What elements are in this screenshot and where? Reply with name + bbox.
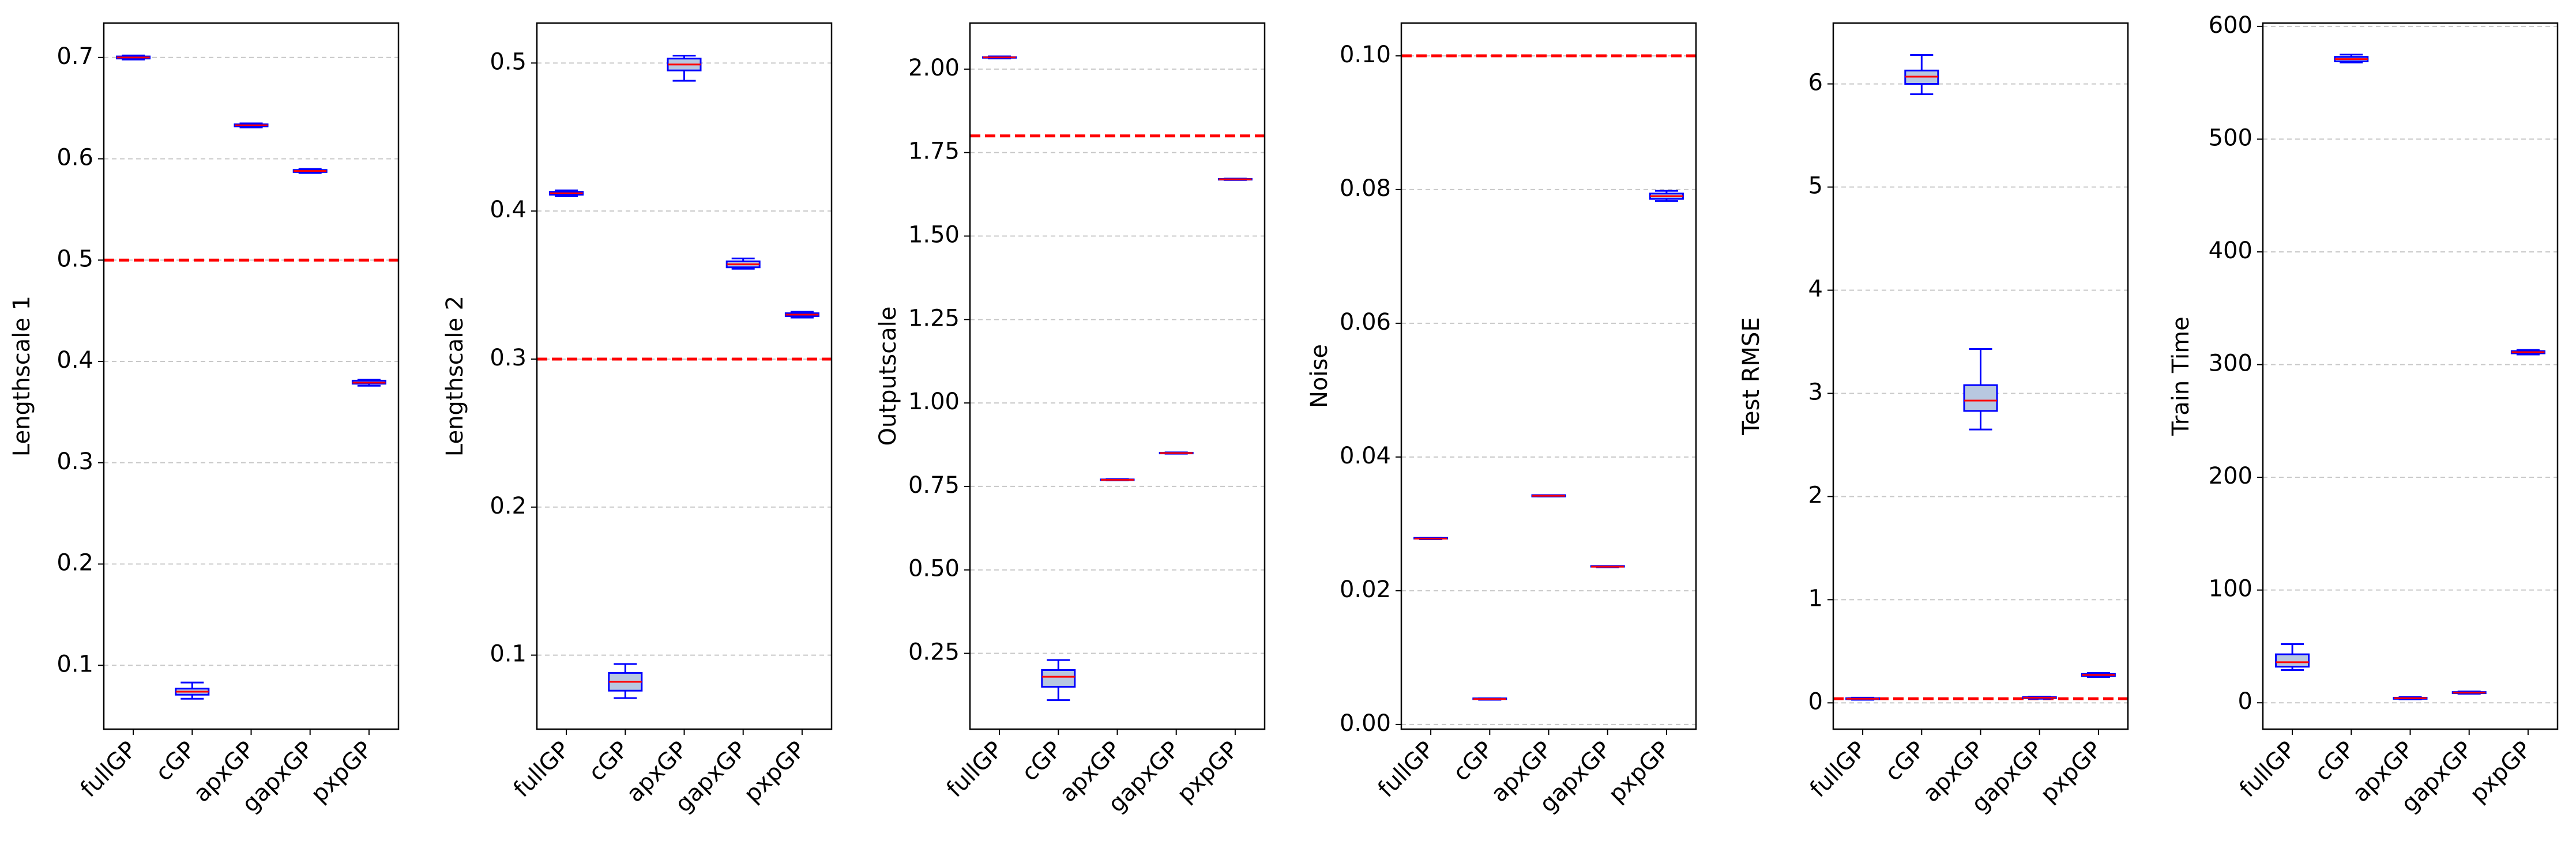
y-tick-label: 0.2 — [490, 493, 527, 519]
x-tick-label: pxpGP — [1604, 736, 1675, 808]
y-tick-label: 0.50 — [908, 556, 960, 582]
axes-frame — [1832, 22, 2129, 730]
x-tick-label: cGP — [584, 736, 634, 786]
y-axis-label: Noise — [1306, 344, 1333, 408]
y-tick-label: 5 — [1808, 173, 1823, 199]
y-tick-label: 500 — [2209, 125, 2252, 151]
y-tick-label: 200 — [2209, 463, 2252, 489]
y-tick-label: 0.3 — [490, 345, 527, 371]
x-tick-label: fullGP — [509, 736, 575, 802]
y-tick-label: 0.04 — [1340, 443, 1391, 469]
y-tick-label: 0.10 — [1340, 42, 1391, 68]
y-tick-label: 0.02 — [1340, 576, 1391, 603]
y-tick-label: 1.00 — [908, 388, 960, 415]
x-tick-label: fullGP — [942, 736, 1008, 802]
y-tick-label: 300 — [2209, 350, 2252, 377]
y-axis-label: Outputscale — [875, 306, 901, 446]
y-tick-label: 0.25 — [908, 639, 960, 666]
axes-frame — [103, 22, 400, 730]
y-tick-label: 100 — [2209, 576, 2252, 602]
x-tick-label: pxpGP — [1172, 736, 1244, 808]
x-tick-label: cGP — [1880, 736, 1930, 786]
x-tick-label: cGP — [1017, 736, 1067, 786]
y-tick-label: 400 — [2209, 237, 2252, 264]
y-tick-label: 1.50 — [908, 222, 960, 248]
y-tick-label: 0.1 — [57, 651, 93, 677]
y-tick-label: 0.5 — [57, 246, 93, 272]
axes-frame — [536, 22, 833, 730]
y-tick-label: 3 — [1808, 379, 1823, 405]
y-tick-label: 2 — [1808, 482, 1823, 508]
axes-frame — [1400, 22, 1697, 730]
y-tick-label: 0.2 — [57, 550, 93, 576]
x-tick-label: pxpGP — [2036, 736, 2107, 808]
y-axis-label: Lengthscale 1 — [9, 296, 35, 457]
axes-frame — [2262, 22, 2559, 730]
y-axis-label: Lengthscale 2 — [442, 296, 468, 457]
x-tick-label: fullGP — [1805, 736, 1871, 802]
y-tick-label: 0.7 — [57, 43, 93, 70]
x-tick-label: pxpGP — [2465, 736, 2537, 808]
y-tick-label: 0 — [2238, 688, 2252, 715]
y-tick-label: 0.3 — [57, 448, 93, 475]
y-tick-label: 0.6 — [57, 145, 93, 171]
y-tick-label: 2.00 — [908, 55, 960, 81]
y-axis-label: Train Time — [2168, 316, 2194, 436]
y-tick-label: 0.5 — [490, 48, 527, 75]
x-tick-label: fullGP — [76, 736, 142, 802]
y-tick-label: 0.4 — [490, 197, 527, 223]
y-axis-label: Test RMSE — [1738, 317, 1765, 435]
y-tick-label: 0.1 — [490, 641, 527, 667]
x-tick-label: cGP — [2310, 736, 2360, 786]
subplot: 0.25 0.50 0.75 1.00 1.25 1.50 1.75 2.00 fullGP cG… — [875, 22, 1266, 818]
y-tick-label: 0 — [1808, 688, 1823, 715]
y-tick-label: 1.75 — [908, 138, 960, 165]
box — [2275, 653, 2310, 668]
x-tick-label: cGP — [151, 736, 201, 786]
y-tick-label: 0.75 — [908, 472, 960, 499]
y-tick-label: 0.4 — [57, 347, 93, 374]
y-tick-label: 0.06 — [1340, 309, 1391, 335]
y-tick-label: 6 — [1808, 70, 1823, 96]
y-tick-label: 0.08 — [1340, 175, 1391, 202]
y-tick-label: 4 — [1808, 276, 1823, 303]
axes-frame — [969, 22, 1266, 730]
box — [1963, 384, 1998, 412]
y-tick-label: 1.25 — [908, 305, 960, 331]
x-tick-label: cGP — [1448, 736, 1498, 786]
x-tick-label: pxpGP — [306, 736, 378, 808]
x-tick-label: fullGP — [2235, 736, 2301, 802]
x-tick-label: fullGP — [1373, 736, 1439, 802]
y-tick-label: 0.00 — [1340, 710, 1391, 737]
y-tick-label: 1 — [1808, 585, 1823, 612]
y-tick-label: 600 — [2209, 12, 2252, 39]
x-tick-label: pxpGP — [739, 736, 811, 808]
box — [1041, 669, 1076, 688]
